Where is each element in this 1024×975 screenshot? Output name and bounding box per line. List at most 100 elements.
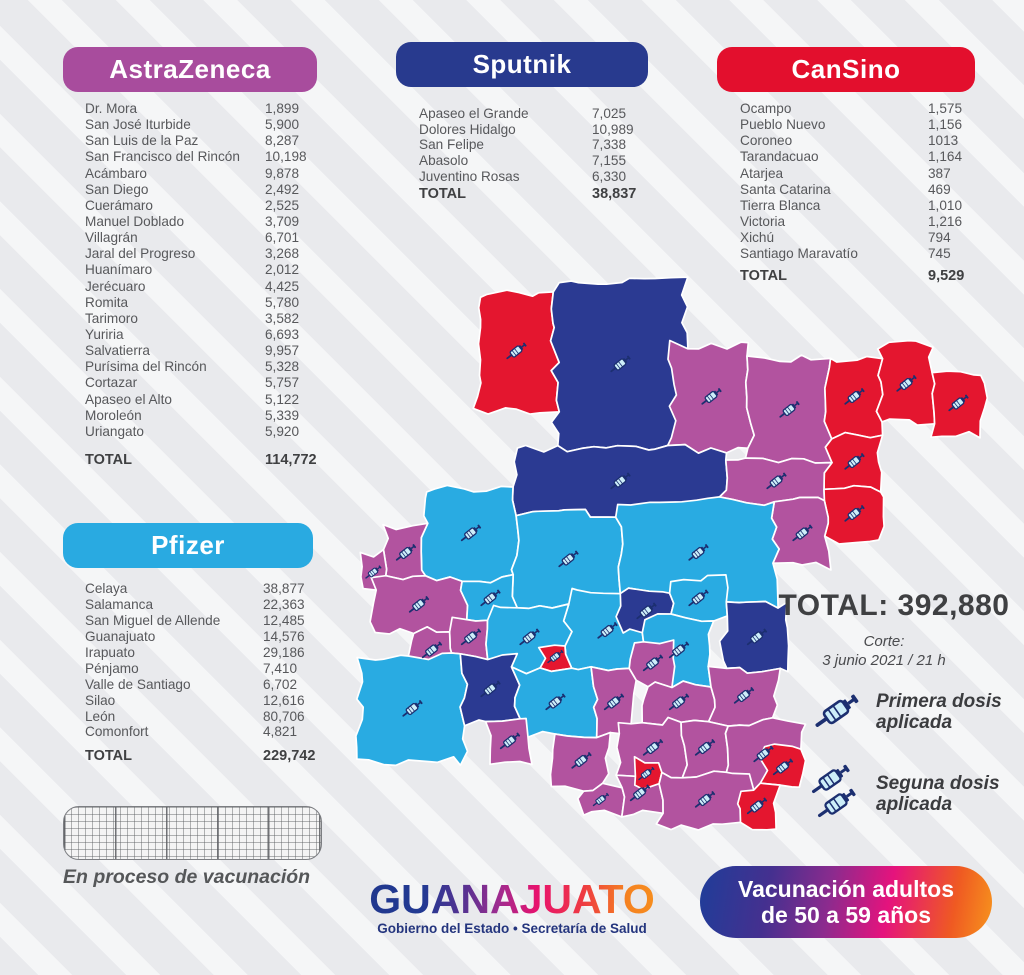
campaign-banner: Vacunación adultos de 50 a 59 años xyxy=(700,866,992,938)
astrazeneca-row: Purísima del Rincón 5,328 xyxy=(85,359,321,375)
pfizer-row: León 80,706 xyxy=(85,709,321,725)
municipality-name: San Felipe xyxy=(419,137,484,153)
in-process-hatch-box xyxy=(63,806,322,860)
sputnik-row: Apaseo el Grande 7,025 xyxy=(419,106,655,122)
dose-count: 1,164 xyxy=(928,149,963,165)
dose-count: 7,025 xyxy=(592,106,627,121)
astrazeneca-row: Romita 5,780 xyxy=(85,295,321,311)
dose-count: 2,492 xyxy=(265,181,300,197)
municipality-name: Celaya xyxy=(85,581,128,596)
dose-count: 7,338 xyxy=(592,137,627,153)
total-value: 114,772 xyxy=(265,451,317,468)
legend-second-dose: Seguna dosis aplicada xyxy=(800,758,1024,830)
dose-count: 5,757 xyxy=(265,375,300,391)
dose-count: 1013 xyxy=(928,133,959,149)
dose-count: 6,693 xyxy=(265,326,300,342)
astrazeneca-row: Jerécuaro 4,425 xyxy=(85,279,321,295)
municipality-name: Apaseo el Grande xyxy=(419,106,529,121)
legend-first-dose: Primera dosis aplicada xyxy=(806,684,1024,740)
sputnik-row: Dolores Hidalgo 10,989 xyxy=(419,122,655,138)
cutoff-label: Corte: xyxy=(863,633,905,650)
astrazeneca-row: Cortazar 5,757 xyxy=(85,375,321,391)
cansino-row: Atarjea 387 xyxy=(740,166,976,182)
astrazeneca-row: Huanímaro 2,012 xyxy=(85,262,321,278)
municipality-name: Juventino Rosas xyxy=(419,168,520,184)
dose-count: 5,328 xyxy=(265,359,300,375)
municipality-name: Villagrán xyxy=(85,230,138,246)
cansino-row: Tierra Blanca 1,010 xyxy=(740,198,976,214)
dose-count: 10,198 xyxy=(265,149,307,165)
total-value: 229,742 xyxy=(263,748,316,765)
dose-count: 5,900 xyxy=(265,117,300,133)
total-label: TOTAL xyxy=(85,451,132,468)
dose-count: 12,485 xyxy=(263,612,305,628)
municipality-name: Manuel Doblado xyxy=(85,213,184,229)
total-value: 9,529 xyxy=(928,268,965,285)
dose-count: 6,701 xyxy=(265,230,300,246)
dose-count: 387 xyxy=(928,165,951,181)
municipality-name: Santa Catarina xyxy=(740,181,831,197)
astrazeneca-row: Villagrán 6,701 xyxy=(85,230,321,246)
astrazeneca-row: San Luis de la Paz 8,287 xyxy=(85,133,321,149)
cansino-row: Pueblo Nuevo 1,156 xyxy=(740,117,976,133)
municipality-name: Jerécuaro xyxy=(85,278,146,294)
sputnik-municipality-list: Apaseo el Grande 7,025 Dolores Hidalgo 10,9… xyxy=(419,106,655,202)
municipality-name: Purísima del Rincón xyxy=(85,359,207,375)
dose-count: 38,877 xyxy=(263,581,305,596)
dose-count: 5,920 xyxy=(265,423,300,439)
municipality-name: Dr. Mora xyxy=(85,101,138,116)
municipality-name: San Luis de la Paz xyxy=(85,133,199,149)
pfizer-row: Silao 12,616 xyxy=(85,693,321,709)
municipality-name: Irapuato xyxy=(85,644,135,660)
cutoff-note: Corte: 3 junio 2021 / 21 h xyxy=(768,633,1000,671)
dose-count: 29,186 xyxy=(263,644,305,660)
cansino-header-pill: CanSino xyxy=(717,47,975,92)
dose-count: 1,575 xyxy=(928,101,963,116)
municipality-name: Cuerámaro xyxy=(85,197,153,213)
pfizer-row: Celaya 38,877 xyxy=(85,581,321,597)
dose-count: 1,899 xyxy=(265,101,300,116)
guanajuato-logo-subtitle: Gobierno del Estado • Secretaría de Salu… xyxy=(377,921,647,936)
municipality-name: Cortazar xyxy=(85,375,138,391)
single-syringe-icon xyxy=(810,690,862,734)
guanajuato-choropleth-map xyxy=(355,276,989,831)
municipality-name: Salamanca xyxy=(85,596,154,612)
municipality-name: Pueblo Nuevo xyxy=(740,117,826,133)
municipality-name: Coroneo xyxy=(740,133,793,149)
municipality-name: Yuriria xyxy=(85,326,124,342)
pfizer-municipality-list: Celaya 38,877 Salamanca 22,363 San Miguel de… xyxy=(85,581,321,764)
cutoff-date: 3 junio 2021 / 21 h xyxy=(822,651,946,669)
double-syringe-icon xyxy=(807,761,859,823)
dose-count: 1,156 xyxy=(928,117,963,133)
astrazeneca-header-pill: AstraZeneca xyxy=(63,47,317,92)
cansino-row: Xichú 794 xyxy=(740,230,976,246)
sputnik-row: Abasolo 7,155 xyxy=(419,153,655,169)
sputnik-total-row: TOTAL 38,837 xyxy=(419,186,655,202)
municipality-name: Moroleón xyxy=(85,407,142,423)
astrazeneca-row: San Francisco del Rincón 10,198 xyxy=(85,149,321,165)
municipality-name: Guanajuato xyxy=(85,628,156,644)
pfizer-row: San Miguel de Allende 12,485 xyxy=(85,613,321,629)
dose-count: 7,155 xyxy=(592,153,627,169)
cansino-row: Victoria 1,216 xyxy=(740,214,976,230)
sputnik-row: Juventino Rosas 6,330 xyxy=(419,169,655,185)
pfizer-row: Comonfort 4,821 xyxy=(85,724,321,740)
dose-count: 3,582 xyxy=(265,310,300,326)
cansino-row: Santa Catarina 469 xyxy=(740,182,976,198)
municipality-name: Dolores Hidalgo xyxy=(419,121,516,137)
cansino-row: Tarandacuao 1,164 xyxy=(740,149,976,165)
municipality-name: Silao xyxy=(85,692,116,708)
municipality-name: Xichú xyxy=(740,230,775,246)
guanajuato-logo: GUANAJUATO xyxy=(352,876,672,923)
total-value: 38,837 xyxy=(592,186,637,203)
cansino-total-row: TOTAL 9,529 xyxy=(740,268,976,284)
dose-count: 1,010 xyxy=(928,197,963,213)
cansino-municipality-list: Ocampo 1,575 Pueblo Nuevo 1,156 Coroneo 1013 T… xyxy=(740,101,976,284)
municipality-name: Tierra Blanca xyxy=(740,197,821,213)
astrazeneca-row: San Diego 2,492 xyxy=(85,182,321,198)
astrazeneca-row: Salvatierra 9,957 xyxy=(85,343,321,359)
municipality-name: San Francisco del Rincón xyxy=(85,149,240,165)
municipality-name: Atarjea xyxy=(740,165,784,181)
sputnik-header-pill: Sputnik xyxy=(396,42,648,87)
